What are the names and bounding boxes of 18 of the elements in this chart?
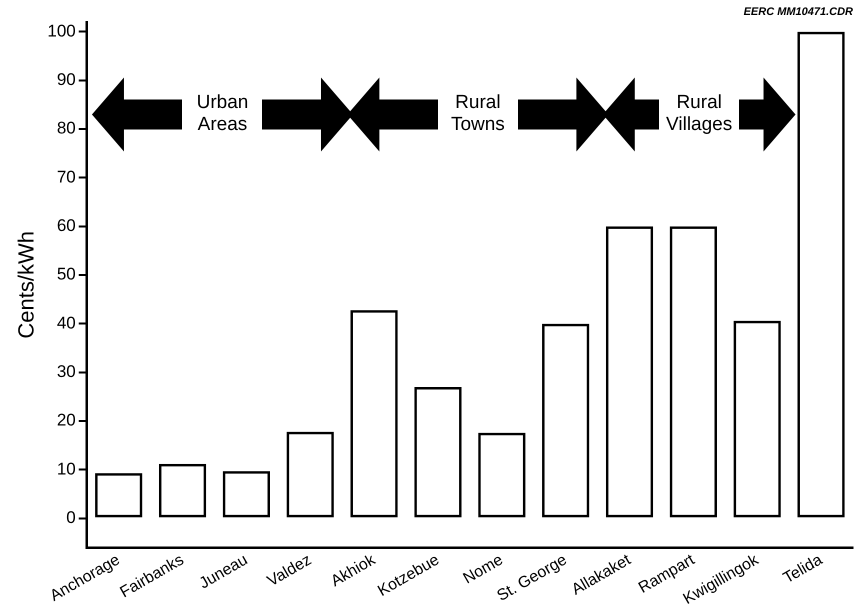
x-tick-label: Telida [780, 551, 826, 588]
text: EERC MM10471.CDR [744, 6, 853, 18]
y-tick-label: 40 [56, 313, 76, 332]
y-axis-title: Cents/kWh [13, 230, 38, 339]
y-tick-label: 90 [56, 70, 76, 90]
y-tick-label: 0 [66, 508, 76, 528]
annotation: Rural Towns [438, 92, 518, 136]
y-tick-label: 30 [56, 362, 76, 382]
y-tick-label: 20 [56, 410, 76, 430]
annotation: Rural Villages [659, 92, 740, 136]
y-tick-label: 10 [56, 459, 76, 478]
y-tick-label: 50 [56, 264, 76, 284]
x-tick-label: Nome [460, 551, 506, 588]
annotation: Urban Areas [182, 92, 262, 136]
y-tick-label: 80 [56, 118, 76, 138]
y-tick-label: 70 [56, 167, 76, 186]
y-tick-label: 100 [47, 21, 76, 40]
y-tick-label: 60 [56, 216, 76, 236]
